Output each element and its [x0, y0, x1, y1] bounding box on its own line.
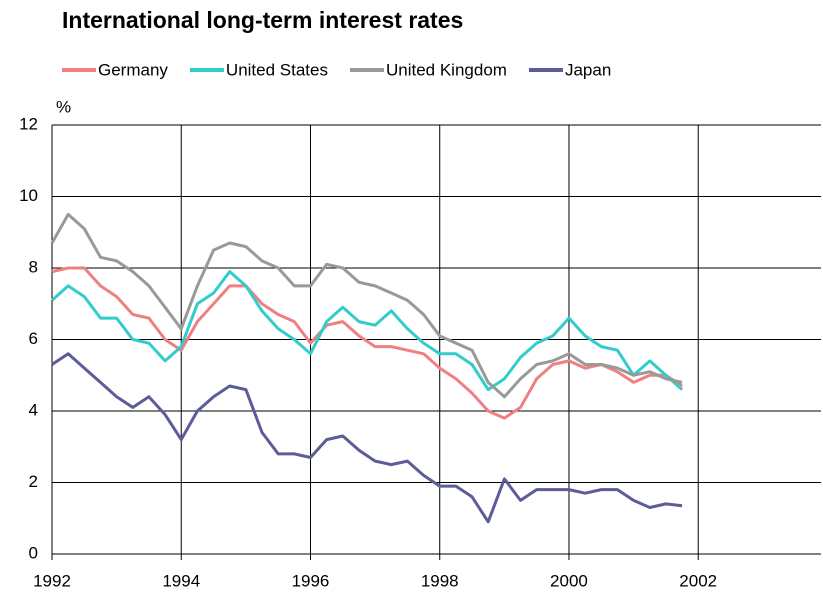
series-line	[50, 212, 683, 399]
legend-label: Germany	[98, 60, 168, 79]
y-tick-label: 4	[29, 400, 38, 419]
x-tick-label: 2000	[550, 571, 588, 590]
x-tick-label: 1994	[162, 571, 200, 590]
y-tick-label: 10	[19, 186, 38, 205]
y-tick-label: 6	[29, 329, 38, 348]
x-tick-label: 1998	[421, 571, 459, 590]
legend-label: Japan	[565, 60, 611, 79]
y-tick-label: 8	[29, 257, 38, 276]
legend-label: United States	[226, 60, 328, 79]
series-line	[51, 270, 684, 392]
x-tick-label: 2002	[679, 571, 717, 590]
y-tick-label: 2	[29, 472, 38, 491]
y-tick-label: 0	[29, 543, 38, 562]
series-line	[51, 266, 683, 420]
y-axis-label: %	[56, 97, 71, 116]
y-tick-label: 12	[19, 114, 38, 133]
x-tick-label: 1992	[33, 571, 71, 590]
series-line	[51, 352, 683, 524]
x-tick-label: 1996	[292, 571, 330, 590]
chart-title: International long-term interest rates	[62, 7, 463, 33]
legend-label: United Kingdom	[386, 60, 507, 79]
